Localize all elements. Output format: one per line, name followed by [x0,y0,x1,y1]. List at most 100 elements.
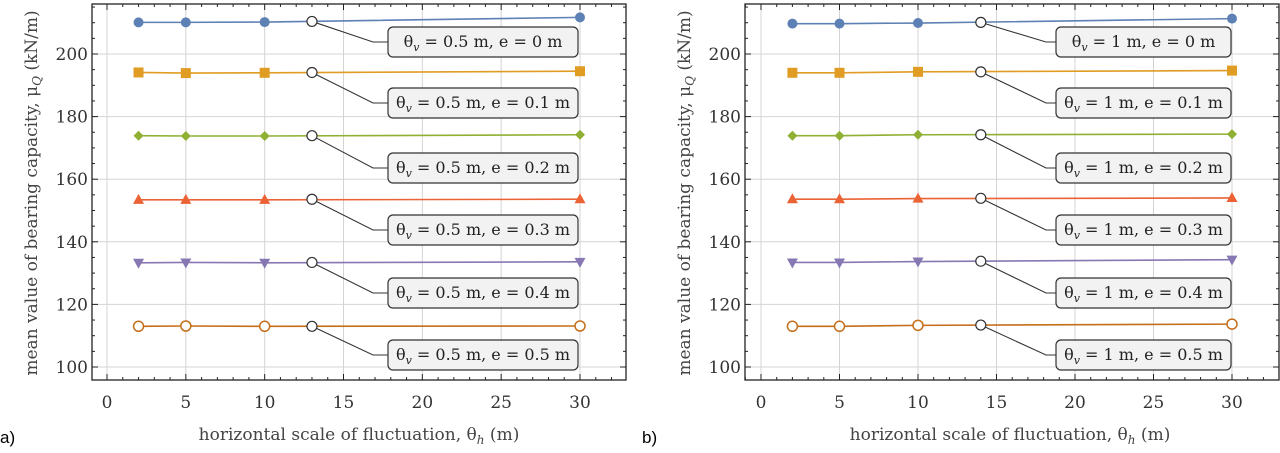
series-line [792,197,1233,201]
series-line [138,16,581,24]
callout-leader [980,324,1056,356]
x-tick-label: 5 [180,393,191,413]
data-point-triangle-down [834,258,845,269]
series-line [792,69,1233,74]
panel-label-b: b) [642,428,658,447]
x-tick-label: 30 [1221,393,1243,413]
series-1: θv = 1 m, e = 0.1 m [787,65,1237,119]
series-label: θv = 0.5 m, e = 0.5 m [396,345,570,367]
data-point-diamond [575,129,585,140]
series-label-box [387,26,579,58]
series-label: θv = 1 m, e = 0.4 m [1064,283,1223,305]
y-tick-label: 160 [709,170,741,190]
x-tick-label: 25 [490,393,512,413]
series-label-box [1055,152,1232,184]
y-tick-label: 200 [709,45,741,65]
callout-anchor-marker [975,192,987,204]
x-tick-label: 0 [756,393,767,413]
series-label: θv = 0.5 m, e = 0 m [404,32,563,54]
series-5: θv = 0.5 m, e = 0.5 m [132,320,586,371]
series-2: θv = 0.5 m, e = 0.2 m [133,129,585,184]
data-point-triangle-up [834,193,845,204]
data-point-triangle-up [786,193,798,204]
data-point-open-circle [786,320,799,333]
data-point-open-circle [1226,318,1238,330]
y-tick-label: 160 [56,170,88,190]
data-point-circle [834,18,845,29]
data-point-circle [259,17,270,28]
data-point-square [1227,65,1237,76]
series-label: θv = 1 m, e = 0.3 m [1064,220,1223,242]
callout-leader [980,134,1056,169]
series-3: θv = 0.5 m, e = 0.3 m [133,193,586,246]
y-tick-label: 120 [56,295,88,315]
series-label-box [1055,339,1232,371]
series-label: θv = 0.5 m, e = 0.1 m [396,93,570,115]
series-label-box [1055,277,1232,309]
data-point-circle [913,18,923,29]
data-point-diamond [834,130,845,141]
y-tick-label: 180 [56,108,88,128]
data-point-triangle-down [574,257,586,268]
callout-anchor-marker [306,66,318,79]
callout-leader [311,261,388,294]
y-tick-label: 120 [709,295,741,315]
callout-leader [311,71,388,104]
data-point-diamond [133,130,144,141]
callout-anchor-marker [306,193,318,205]
y-tick-label: 100 [56,358,88,378]
series-line [792,133,1233,137]
series-0: θv = 1 m, e = 0 m [787,13,1237,58]
data-point-diamond [180,131,191,142]
series-4: θv = 0.5 m, e = 0.4 m [133,256,586,309]
data-point-open-circle [574,320,586,332]
x-tick-label: 0 [102,393,113,413]
callout-leader [311,325,388,356]
data-point-square [259,67,270,78]
data-point-open-circle [833,320,846,333]
callout-anchor-marker [975,66,987,78]
x-tick-label: 10 [254,393,276,413]
series-label-box [1055,214,1232,246]
y-tick-label: 140 [56,233,88,253]
data-point-triangle-up [574,193,586,204]
data-point-open-circle [912,319,924,332]
series-line [138,198,581,201]
x-tick-label: 30 [569,393,591,413]
series-label-box [387,214,579,246]
data-point-triangle-down [180,258,192,269]
y-tick-label: 200 [56,45,88,65]
data-point-square [133,67,144,78]
y-axis-label: mean value of bearing capacity, μQ (kN/m… [675,10,697,375]
series-1: θv = 0.5 m, e = 0.1 m [133,66,585,119]
x-tick-label: 10 [907,393,929,413]
series-label: θv = 1 m, e = 0.5 m [1064,345,1223,367]
data-point-triangle-up [180,193,192,204]
series-2: θv = 1 m, e = 0.2 m [787,129,1237,184]
series-label: θv = 1 m, e = 0.2 m [1064,158,1223,180]
x-axis-label: horizontal scale of fluctuation, θh (m) [199,425,520,447]
series-5: θv = 1 m, e = 0.5 m [786,318,1238,371]
chart-panel-a: 0 5 10 15 20 25 30 100 120 140 160 180 200 horizontal… [22,3,627,447]
data-point-diamond [913,129,923,140]
data-point-diamond [1227,129,1237,140]
data-point-triangle-down [912,257,924,268]
series-3: θv = 1 m, e = 0.3 m [786,191,1238,246]
series-0: θv = 0.5 m, e = 0 m [133,12,585,58]
callout-anchor-marker [975,255,987,267]
x-axis-label: horizontal scale of fluctuation, θh (m) [850,425,1171,447]
data-point-triangle-down [259,258,271,269]
callout-leader [311,198,388,231]
chart-panel-b: 0 5 10 15 20 25 30 100 120 140 160 180 200 horizontal… [675,3,1280,447]
y-axis-label: mean value of bearing capacity, μQ (kN/m… [22,10,44,375]
callout-anchor-marker [975,129,987,141]
callout-leader [311,20,388,43]
data-point-diamond [259,131,270,142]
data-point-circle [133,17,144,28]
data-point-triangle-up [1226,191,1238,202]
series-line [792,258,1233,264]
x-tick-label: 20 [412,393,434,413]
series-line [792,323,1233,328]
x-tick-label: 15 [333,393,355,413]
